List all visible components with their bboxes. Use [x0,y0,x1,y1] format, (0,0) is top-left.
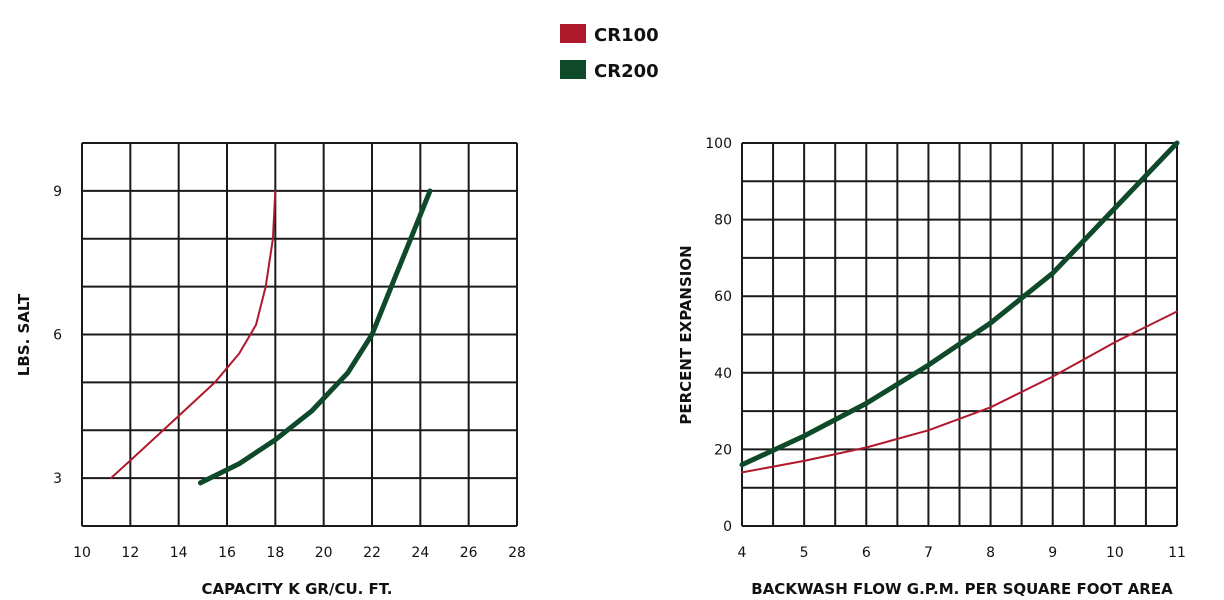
x-tick-label: 14 [170,545,188,561]
legend-label-cr100: CR100 [594,25,659,46]
chart2-tick-labels: 4 5 6 7 8 9 10 11 0 20 40 60 80 100 [705,136,1186,561]
chart2-x-axis-title: BACKWASH FLOW G.P.M. PER SQUARE FOOT ARE… [751,580,1173,598]
y-tick-label: 40 [714,366,732,382]
chart2-grid [741,142,1178,527]
y-tick-label: 100 [705,136,732,152]
x-tick-label: 22 [363,545,381,561]
x-tick-label: 7 [924,545,933,561]
series-line-cr100 [110,189,277,480]
x-tick-label: 12 [121,545,139,561]
legend-swatch-cr200 [560,60,586,79]
y-tick-label: 60 [714,289,732,305]
x-tick-label: 4 [738,545,747,561]
legend-label-cr200: CR200 [594,61,659,82]
x-tick-label: 20 [315,545,333,561]
x-tick-label: 18 [266,545,284,561]
y-tick-label: 9 [53,184,62,200]
x-tick-label: 6 [862,545,871,561]
x-tick-label: 11 [1168,545,1186,561]
x-tick-label: 5 [800,545,809,561]
x-tick-label: 28 [508,545,526,561]
y-tick-label: 6 [53,328,62,344]
chart1-x-axis-title: CAPACITY K GR/CU. FT. [202,580,393,598]
series-line-cr100 [741,310,1178,474]
backwash-expansion-chart: 4 5 6 7 8 9 10 11 0 20 40 60 80 100 BACKWASH FLOW G.P… [677,136,1186,598]
chart1-grid [81,142,518,527]
series-line-cr200 [739,140,1180,468]
x-tick-label: 26 [460,545,478,561]
chart2-lines [739,140,1180,474]
x-tick-label: 10 [1106,545,1124,561]
chart2-y-axis-title: PERCENT EXPANSION [677,245,695,424]
x-tick-label: 9 [1048,545,1057,561]
chart1-y-axis-title: LBS. SALT [15,293,33,376]
x-tick-label: 8 [986,545,995,561]
chart1-lines [110,188,433,486]
y-tick-label: 3 [53,471,62,487]
y-tick-label: 20 [714,442,732,458]
series-line-cr200 [197,188,433,486]
y-tick-label: 0 [723,519,732,535]
x-tick-label: 16 [218,545,236,561]
salt-capacity-chart: 10 12 14 16 18 20 22 24 26 28 3 6 9 CAPACITY K GR/CU… [15,142,526,598]
x-tick-label: 10 [73,545,91,561]
y-tick-label: 80 [714,213,732,229]
x-tick-label: 24 [411,545,429,561]
legend-swatch-cr100 [560,24,586,43]
chart1-tick-labels: 10 12 14 16 18 20 22 24 26 28 3 6 9 [53,184,526,561]
legend: CR100 CR200 [560,24,659,82]
